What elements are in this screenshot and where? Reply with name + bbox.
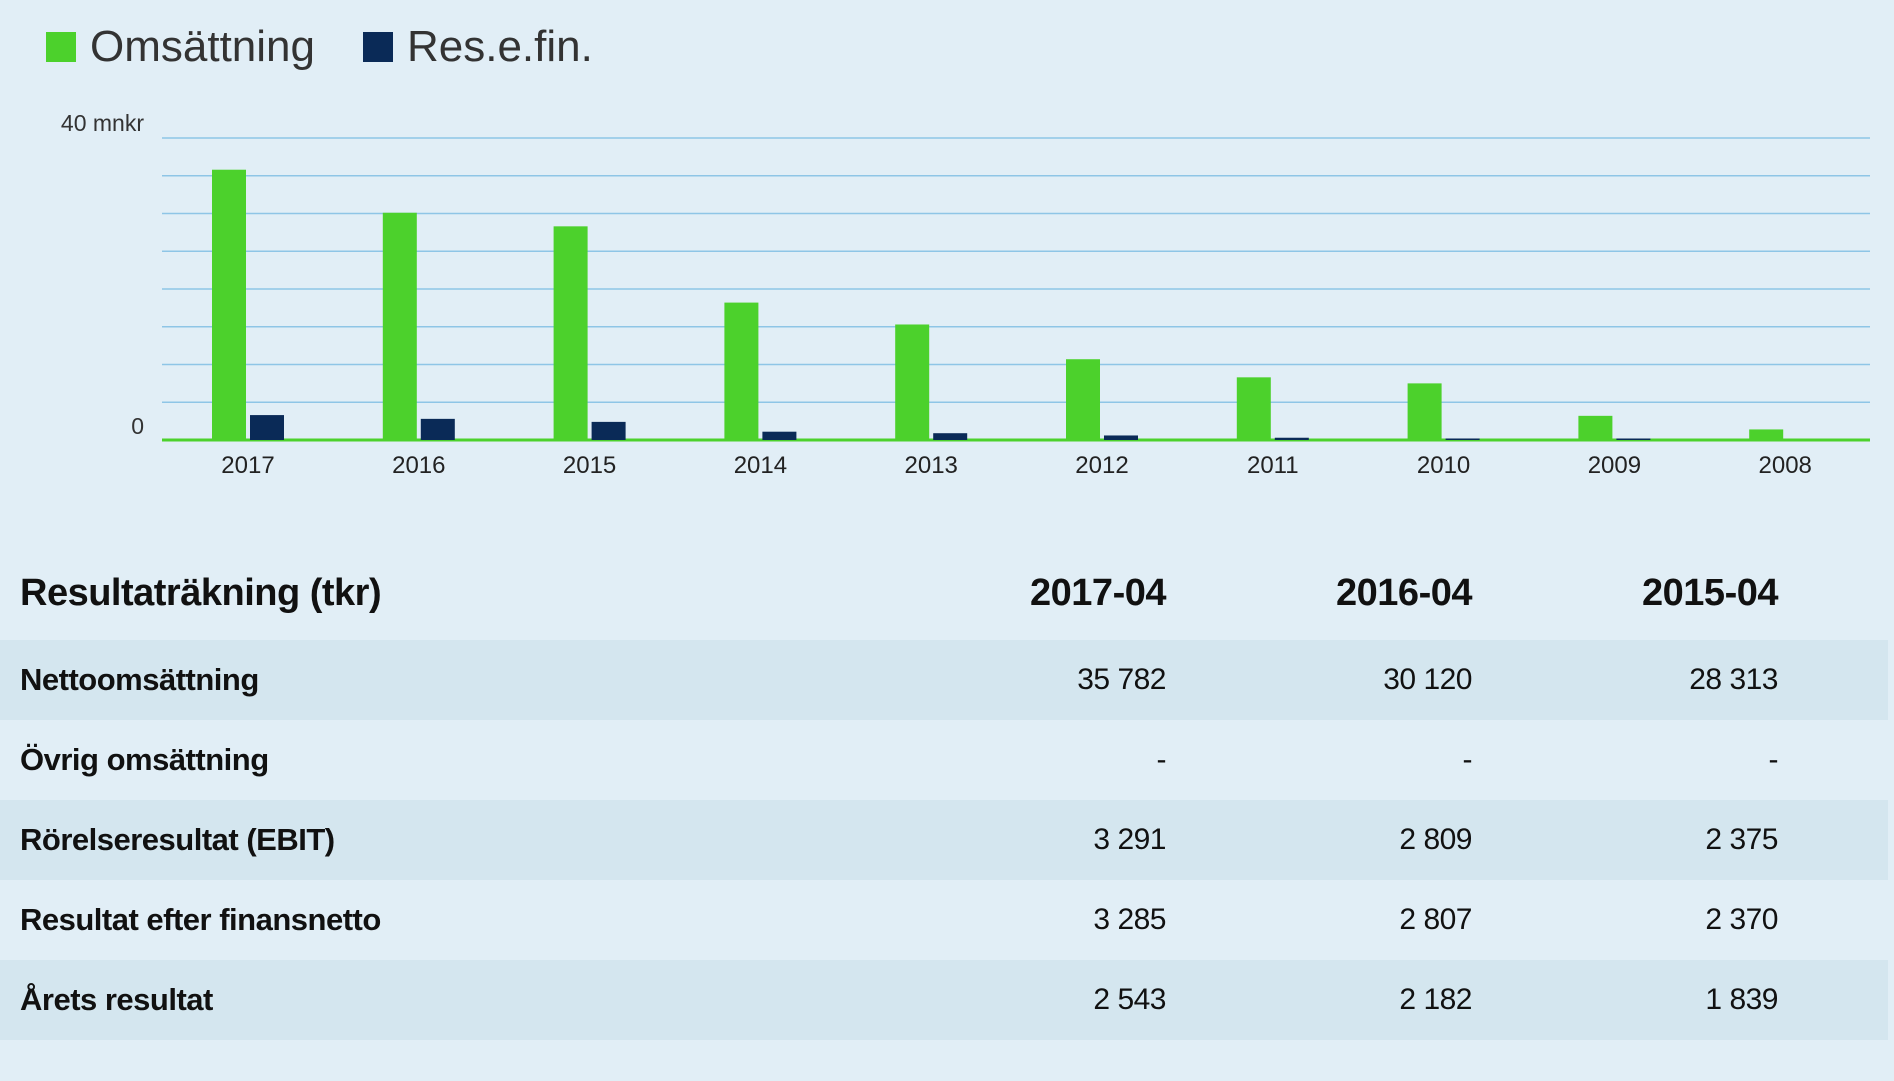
table-row: Rörelseresultat (EBIT) 3 291 2 809 2 375 xyxy=(0,800,1888,880)
bar-omsattning-2012[interactable] xyxy=(1066,359,1100,440)
x-tick-label: 2008 xyxy=(1759,452,1812,479)
row-label: Årets resultat xyxy=(20,982,213,1017)
x-tick-label: 2012 xyxy=(1075,452,1128,479)
legend-item-res-e-fin[interactable]: Res.e.fin. xyxy=(362,22,593,72)
table-cell: 1 839 xyxy=(1705,983,1778,1016)
x-tick-label: 2017 xyxy=(221,452,274,479)
x-tick-label: 2015 xyxy=(563,452,616,479)
bar-omsattning-2013[interactable] xyxy=(895,324,930,440)
bar-res-e-fin-2015[interactable] xyxy=(591,421,626,440)
x-axis-ticks: 2017 2016 2015 2014 2013 2012 2011 2010 2009 2008 xyxy=(221,452,1812,479)
legend-swatch-omsattning xyxy=(46,32,76,62)
bar-omsattning-2015[interactable] xyxy=(553,226,588,440)
bar-chart: 2017 2016 2015 2014 2013 2012 2011 2010 2009 2008… xyxy=(61,110,1870,479)
bar-omsattning-2014[interactable] xyxy=(724,302,759,440)
x-tick-label: 2016 xyxy=(392,452,445,479)
bar-omsattning-2008[interactable] xyxy=(1749,429,1784,440)
table-cell: - xyxy=(1156,743,1167,776)
bar-res-e-fin-2010[interactable] xyxy=(1445,438,1480,440)
table-cell: 3 291 xyxy=(1093,823,1166,856)
bar-omsattning-2009[interactable] xyxy=(1578,415,1613,440)
bar-res-e-fin-2013[interactable] xyxy=(933,433,968,440)
table-cell: 2 809 xyxy=(1399,823,1472,856)
bar-omsattning-2017[interactable] xyxy=(212,169,246,440)
table-cell: 2 182 xyxy=(1399,983,1472,1016)
table-cell: 2 375 xyxy=(1705,823,1778,856)
table-cell: 2 370 xyxy=(1705,903,1778,936)
column-header-2016-04: 2016-04 xyxy=(1336,571,1472,614)
table-title: Resultaträkning (tkr) xyxy=(20,571,382,614)
y-axis-top-label: 40 mnkr xyxy=(61,110,144,136)
chart-grid xyxy=(162,137,1870,442)
x-tick-label: 2013 xyxy=(905,452,958,479)
chart-bars xyxy=(212,169,1784,441)
bar-omsattning-2010[interactable] xyxy=(1407,383,1442,440)
x-tick-label: 2009 xyxy=(1588,452,1641,479)
bar-res-e-fin-2016[interactable] xyxy=(420,418,455,440)
bar-res-e-fin-2017[interactable] xyxy=(250,415,284,440)
legend-label-omsattning: Omsättning xyxy=(90,22,315,71)
x-tick-label: 2014 xyxy=(734,452,787,479)
table-cell: - xyxy=(1462,743,1473,776)
chart-legend: Omsättning Res.e.fin. xyxy=(46,22,593,72)
bar-omsattning-2016[interactable] xyxy=(382,212,417,440)
table-cell: 2 807 xyxy=(1399,903,1472,936)
income-statement-table: Nettoomsättning 35 782 30 120 28 313 Övr… xyxy=(0,640,1888,1040)
row-label: Övrig omsättning xyxy=(20,742,269,777)
x-tick-label: 2011 xyxy=(1247,452,1299,479)
table-cell: 30 120 xyxy=(1383,663,1472,696)
legend-item-omsattning[interactable]: Omsättning xyxy=(46,22,315,72)
y-axis-zero-label: 0 xyxy=(131,413,144,439)
table-cell: - xyxy=(1768,743,1779,776)
legend-swatch-res-e-fin xyxy=(362,32,393,62)
table-row: Årets resultat 2 543 2 182 1 839 xyxy=(0,960,1888,1040)
bar-res-e-fin-2012[interactable] xyxy=(1104,435,1138,440)
row-label: Nettoomsättning xyxy=(20,662,259,697)
bar-res-e-fin-2009[interactable] xyxy=(1616,438,1651,441)
table-row: Övrig omsättning - - - xyxy=(0,720,1888,800)
table-cell: 3 285 xyxy=(1093,903,1166,936)
column-header-2017-04: 2017-04 xyxy=(1030,571,1166,614)
table-cell: 35 782 xyxy=(1077,663,1166,696)
table-cell: 28 313 xyxy=(1689,663,1778,696)
table-cell: 2 543 xyxy=(1093,983,1166,1016)
x-tick-label: 2010 xyxy=(1417,452,1470,479)
column-header-2015-04: 2015-04 xyxy=(1642,571,1778,614)
table-row: Resultat efter finansnetto 3 285 2 807 2… xyxy=(0,880,1888,960)
row-label: Rörelseresultat (EBIT) xyxy=(20,822,335,857)
legend-label-res-e-fin: Res.e.fin. xyxy=(406,22,593,71)
table-header: Resultaträkning (tkr) 2017-04 2016-04 20… xyxy=(0,548,1888,638)
bar-res-e-fin-2014[interactable] xyxy=(762,431,797,440)
table-row: Nettoomsättning 35 782 30 120 28 313 xyxy=(0,640,1888,720)
row-label: Resultat efter finansnetto xyxy=(20,902,381,937)
bar-res-e-fin-2011[interactable] xyxy=(1274,437,1309,440)
bar-omsattning-2011[interactable] xyxy=(1236,377,1271,440)
